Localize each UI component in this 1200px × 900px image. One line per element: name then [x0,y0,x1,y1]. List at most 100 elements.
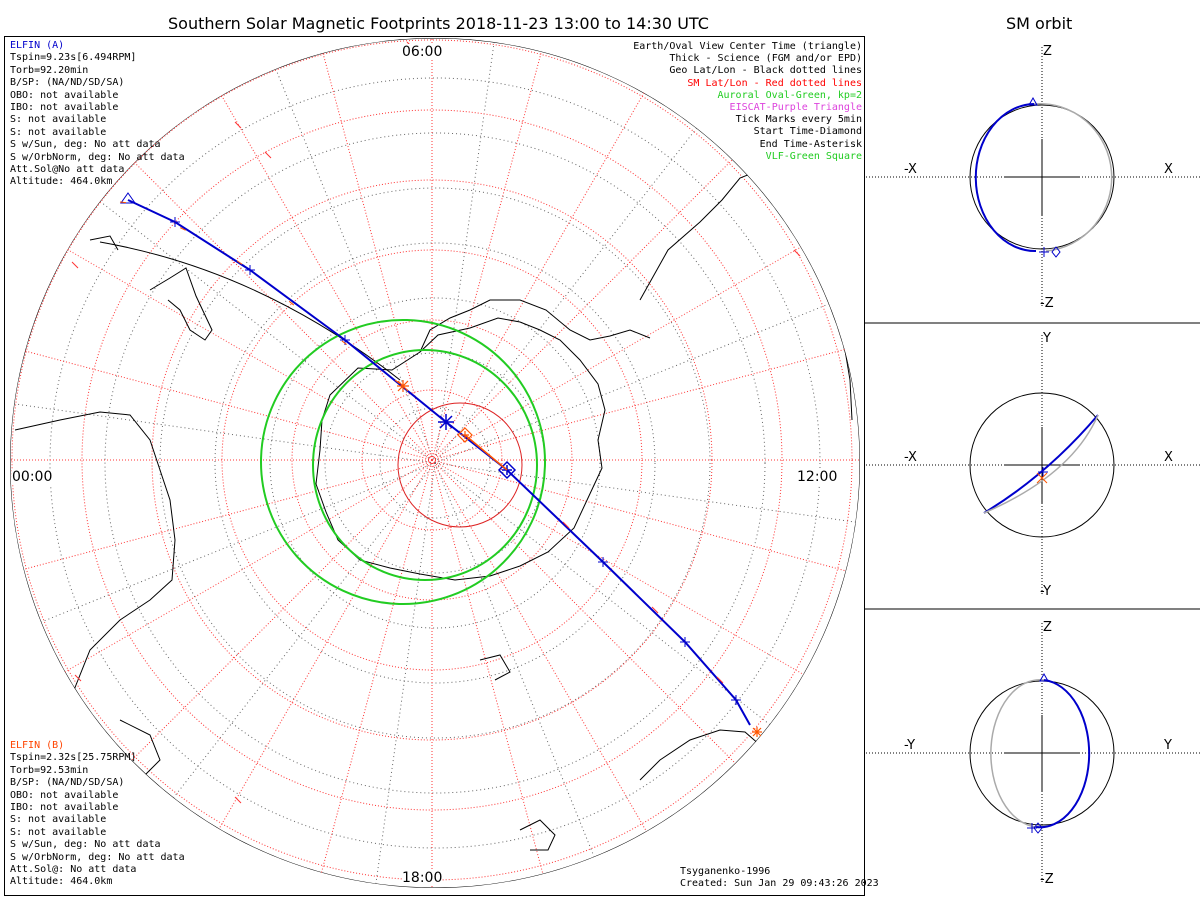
sat-b-end-asterisk [397,380,409,392]
orbit-3-right-label: Y [1164,738,1172,753]
sm-meridian [431,459,547,886]
legend-science: Thick - Science (FGM and/or EPD) [669,53,862,65]
legend-start-time: Start Time-Diamond [753,126,862,138]
orbit-2-down-label: -Y [1040,584,1052,599]
geo-meridian [14,403,436,464]
orbit-3-left-label: -Y [904,738,916,753]
sm-tick-mark [562,521,570,529]
geo-meridian [434,303,830,464]
sm-tick-mark [71,261,79,269]
orbit-3-sat-a-path [1035,679,1091,829]
sm-meridian [120,459,433,772]
orbit-1-sat-b-path [1033,102,1113,252]
sat-a-bsp: B/SP: (NA/ND/SD/SA) [10,77,125,89]
orbit-2-left-label: -X [904,450,917,465]
sat-a-tick [598,557,608,567]
sm-tick-mark [264,151,272,159]
orbit-3-down-label: -Z [1040,872,1054,887]
sat-b-attsol: Att.Sol@: No att data [10,864,137,876]
sat-b-ibo: IBO: not available [10,802,119,814]
sm-meridian [50,459,433,681]
orbit-2-up-label: Y [1043,331,1051,346]
geo-lat-circle [104,132,766,794]
legend-end-time: End Time-Asterisk [759,138,862,150]
sm-tick-mark [651,606,659,614]
mlt-label-left: 00:00 [12,469,53,485]
sm-meridian [431,38,547,461]
sm-meridian [431,148,744,461]
geo-meridian [172,462,436,799]
sat-b-obo: OBO: not available [10,789,119,801]
geo-meridian [375,462,436,884]
sm-meridian [10,459,433,575]
sat-a-sun: S w/Sun, deg: No att data [10,139,161,151]
sm-tick-mark [716,676,724,684]
sat-b-info: ELFIN (B) Tspin=2.32s[25.75RPM] Torb=92.… [10,740,185,889]
sat-a-altitude: Altitude: 464.0km [10,176,113,188]
orbit-1-down-label: -Z [1040,296,1054,311]
geo-meridian [434,42,495,464]
sm-meridian [431,459,653,842]
orbit-2-sat-a-path [983,414,1099,514]
sat-b-name: ELFIN (B) [10,740,65,751]
sat-b-orbnorm: S w/OrbNorm, deg: No att data [10,851,185,863]
geo-meridian [275,68,436,464]
credits: Tsyganenko-1996 Created: Sun Jan 29 09:4… [680,866,879,891]
credits-created: Created: Sun Jan 29 09:43:26 2023 [680,878,879,890]
sm-meridian [10,345,433,461]
sat-a-s1: S: not available [10,114,107,126]
geo-meridian [99,200,436,464]
geo-lat-circle [379,407,491,519]
legend-auroral-oval: Auroral Oval-Green, kp=2 [717,89,863,101]
australia-coastline [14,411,176,761]
sat-a-tick [731,695,741,705]
globe-group [10,38,860,888]
antarctica-coastline [315,317,606,581]
sat-a-end-asterisk [438,414,454,430]
sat-a-torb: Torb=92.20min [10,64,89,76]
mlt-label-right: 12:00 [797,469,838,485]
sat-b-s1: S: not available [10,814,107,826]
mlt-label-bottom: 18:00 [402,870,443,886]
sat-a-obo: OBO: not available [10,89,119,101]
sm-meridian [211,459,433,842]
island-coastline [479,654,511,681]
legend-vlf: VLF-Green Square [765,150,862,162]
new-zealand-coastline [149,267,213,341]
credits-model: Tsyganenko-1996 [680,866,771,877]
sm-pole-circle [397,402,523,528]
sm-meridian [431,78,653,461]
sm-lat-circle [291,319,573,601]
orbit-1-right-label: X [1164,162,1173,177]
orbit-3-asterisk [1027,823,1037,833]
geo-meridian [434,462,856,523]
map-title: Southern Solar Magnetic Footprints 2018-… [168,14,709,33]
sat-a-name: ELFIN (A) [10,40,65,51]
orbit-title: SM orbit [1006,14,1073,33]
sm-tick-mark [74,674,82,682]
map-legend: Earth/Oval View Center Time (triangle) T… [633,41,862,163]
sat-a-tick [245,265,255,275]
sat-a-tick [680,637,690,647]
sm-meridian [431,239,814,461]
orbit-1-asterisk [1039,247,1049,257]
sm-tick-mark [234,121,242,129]
sat-a-track [127,199,751,726]
orbit-2-right-label: X [1164,450,1173,465]
geo-lat-circle [269,297,601,629]
geo-lat-circle [49,77,821,849]
orbit-3-sat-b-path [990,679,1045,828]
geo-meridian [434,462,595,858]
orbit-1-triangle [1028,96,1038,106]
sat-b-altitude: Altitude: 464.0km [10,876,113,888]
orbit-2-asterisk-b [1036,472,1048,484]
legend-sm-lines: SM Lat/Lon - Red dotted lines [687,77,862,89]
sm-meridian [50,239,433,461]
legend-view-center: Earth/Oval View Center Time (triangle) [633,41,862,52]
sat-a-info: ELFIN (A) Tspin=9.23s[6.494RPM] Torb=92.… [10,40,185,189]
sm-tick-mark [234,796,242,804]
sat-a-attsol: Att.Sol@No att data [10,164,125,176]
map-frame [4,36,865,896]
sat-a-tspin: Tspin=9.23s[6.494RPM] [10,52,137,64]
